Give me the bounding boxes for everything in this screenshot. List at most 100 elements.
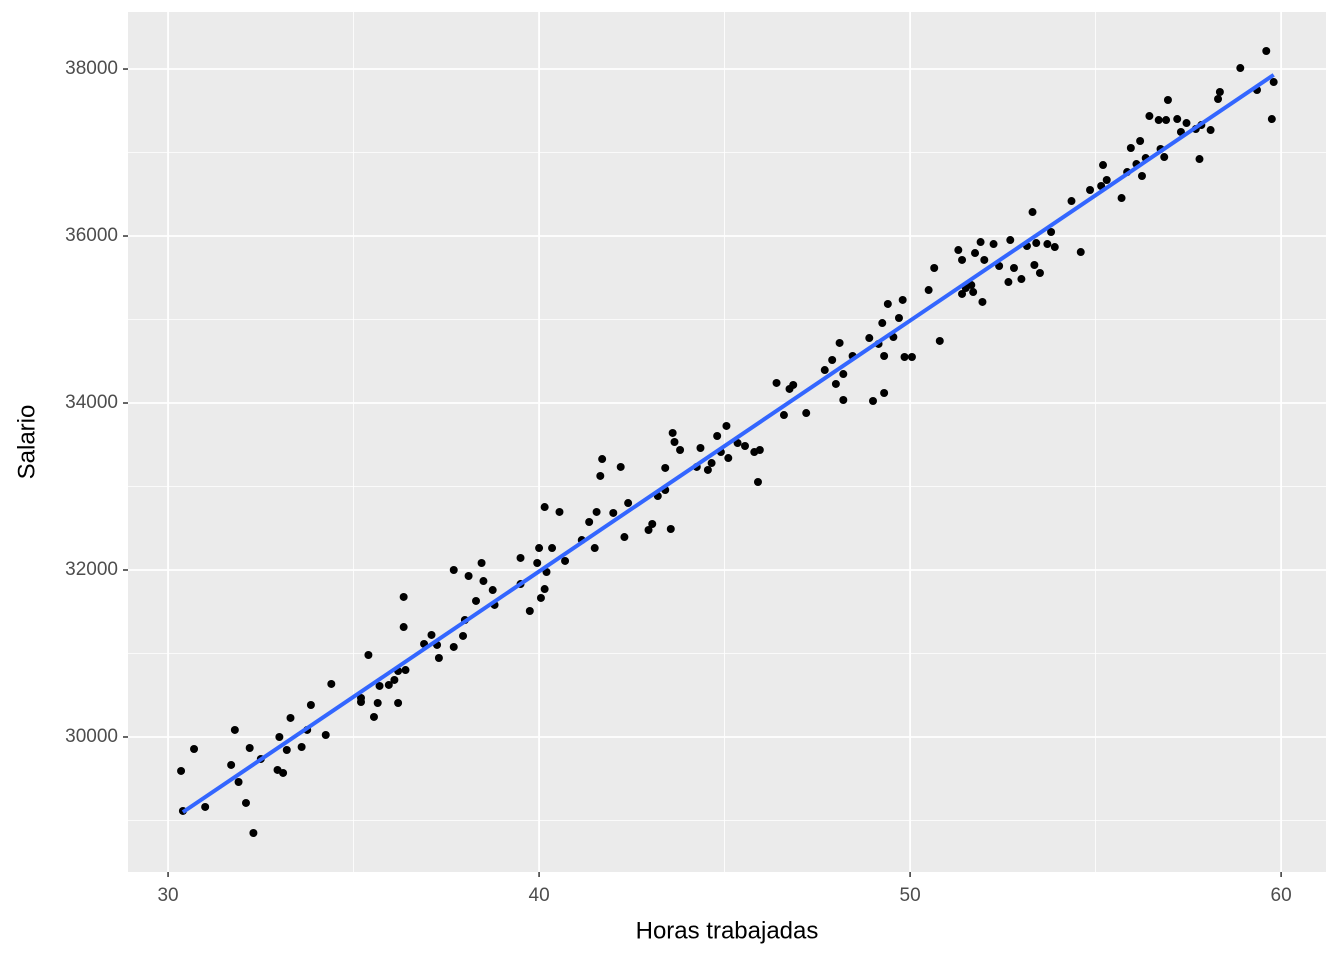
point — [516, 553, 525, 562]
point — [561, 556, 570, 565]
point — [596, 471, 605, 480]
point — [245, 744, 254, 753]
point — [1262, 46, 1271, 55]
point — [540, 585, 549, 594]
point — [364, 650, 373, 659]
point — [802, 409, 811, 418]
point — [1117, 194, 1126, 203]
point — [894, 314, 903, 323]
point — [828, 356, 837, 365]
point — [666, 525, 675, 534]
point — [1086, 186, 1095, 195]
point — [789, 380, 798, 389]
point — [1137, 171, 1146, 180]
point — [590, 544, 599, 553]
point — [971, 249, 980, 258]
x-tick-label: 30 — [157, 885, 178, 906]
point — [401, 666, 410, 675]
point — [967, 281, 976, 290]
point — [703, 465, 712, 474]
point — [1028, 208, 1037, 217]
point — [954, 246, 963, 255]
point — [592, 507, 601, 516]
point — [1035, 269, 1044, 278]
point — [835, 338, 844, 347]
point — [820, 366, 829, 375]
point — [880, 352, 889, 360]
point — [1163, 96, 1172, 105]
point — [676, 446, 685, 455]
point — [472, 596, 481, 605]
point — [373, 699, 382, 708]
point — [668, 428, 677, 437]
point — [1214, 95, 1223, 104]
point — [930, 263, 939, 272]
point — [306, 701, 315, 710]
point — [399, 623, 408, 632]
point — [249, 829, 258, 838]
y-tick-label: 34000 — [65, 392, 118, 413]
point — [286, 713, 295, 722]
point — [740, 442, 749, 451]
point — [548, 544, 557, 553]
point — [1017, 275, 1026, 284]
point — [980, 255, 989, 264]
point — [978, 297, 987, 306]
x-tick-label: 60 — [1271, 885, 1292, 906]
point — [733, 439, 742, 448]
point — [839, 370, 848, 379]
y-tick-label: 30000 — [65, 726, 118, 747]
point — [227, 760, 236, 769]
point — [555, 507, 564, 516]
point — [880, 388, 889, 397]
point — [1215, 87, 1224, 96]
point — [533, 558, 542, 567]
point — [1154, 116, 1163, 125]
point — [935, 336, 944, 345]
point — [707, 459, 716, 468]
point — [1269, 78, 1278, 87]
point — [399, 592, 408, 601]
point — [598, 455, 607, 464]
point — [1182, 119, 1191, 128]
point — [1030, 260, 1039, 269]
point — [369, 712, 378, 721]
point — [1236, 64, 1245, 73]
point — [898, 295, 907, 304]
point — [1050, 243, 1059, 252]
point — [177, 766, 186, 775]
point — [620, 533, 629, 542]
trend-line — [181, 73, 1275, 814]
point — [375, 681, 384, 690]
point — [201, 802, 210, 811]
point — [464, 572, 473, 581]
point — [1047, 228, 1056, 237]
point — [234, 777, 243, 786]
point — [753, 477, 762, 486]
point — [670, 438, 679, 446]
point — [624, 499, 633, 508]
x-tick-label: 50 — [900, 885, 921, 906]
point — [839, 396, 848, 405]
point — [1099, 161, 1108, 170]
point — [696, 444, 705, 453]
point — [958, 255, 967, 264]
point — [865, 334, 874, 343]
point — [1009, 263, 1018, 272]
point — [1043, 240, 1052, 249]
point — [976, 238, 985, 247]
point — [297, 743, 306, 752]
point — [644, 526, 653, 535]
point — [1136, 137, 1145, 145]
point — [868, 397, 877, 406]
point — [1006, 236, 1015, 245]
point — [958, 289, 967, 298]
point — [609, 508, 618, 517]
point — [327, 679, 336, 688]
point — [525, 606, 534, 615]
point — [1195, 155, 1204, 164]
point — [321, 730, 330, 739]
point — [356, 698, 365, 707]
x-tick-label: 40 — [529, 885, 550, 906]
